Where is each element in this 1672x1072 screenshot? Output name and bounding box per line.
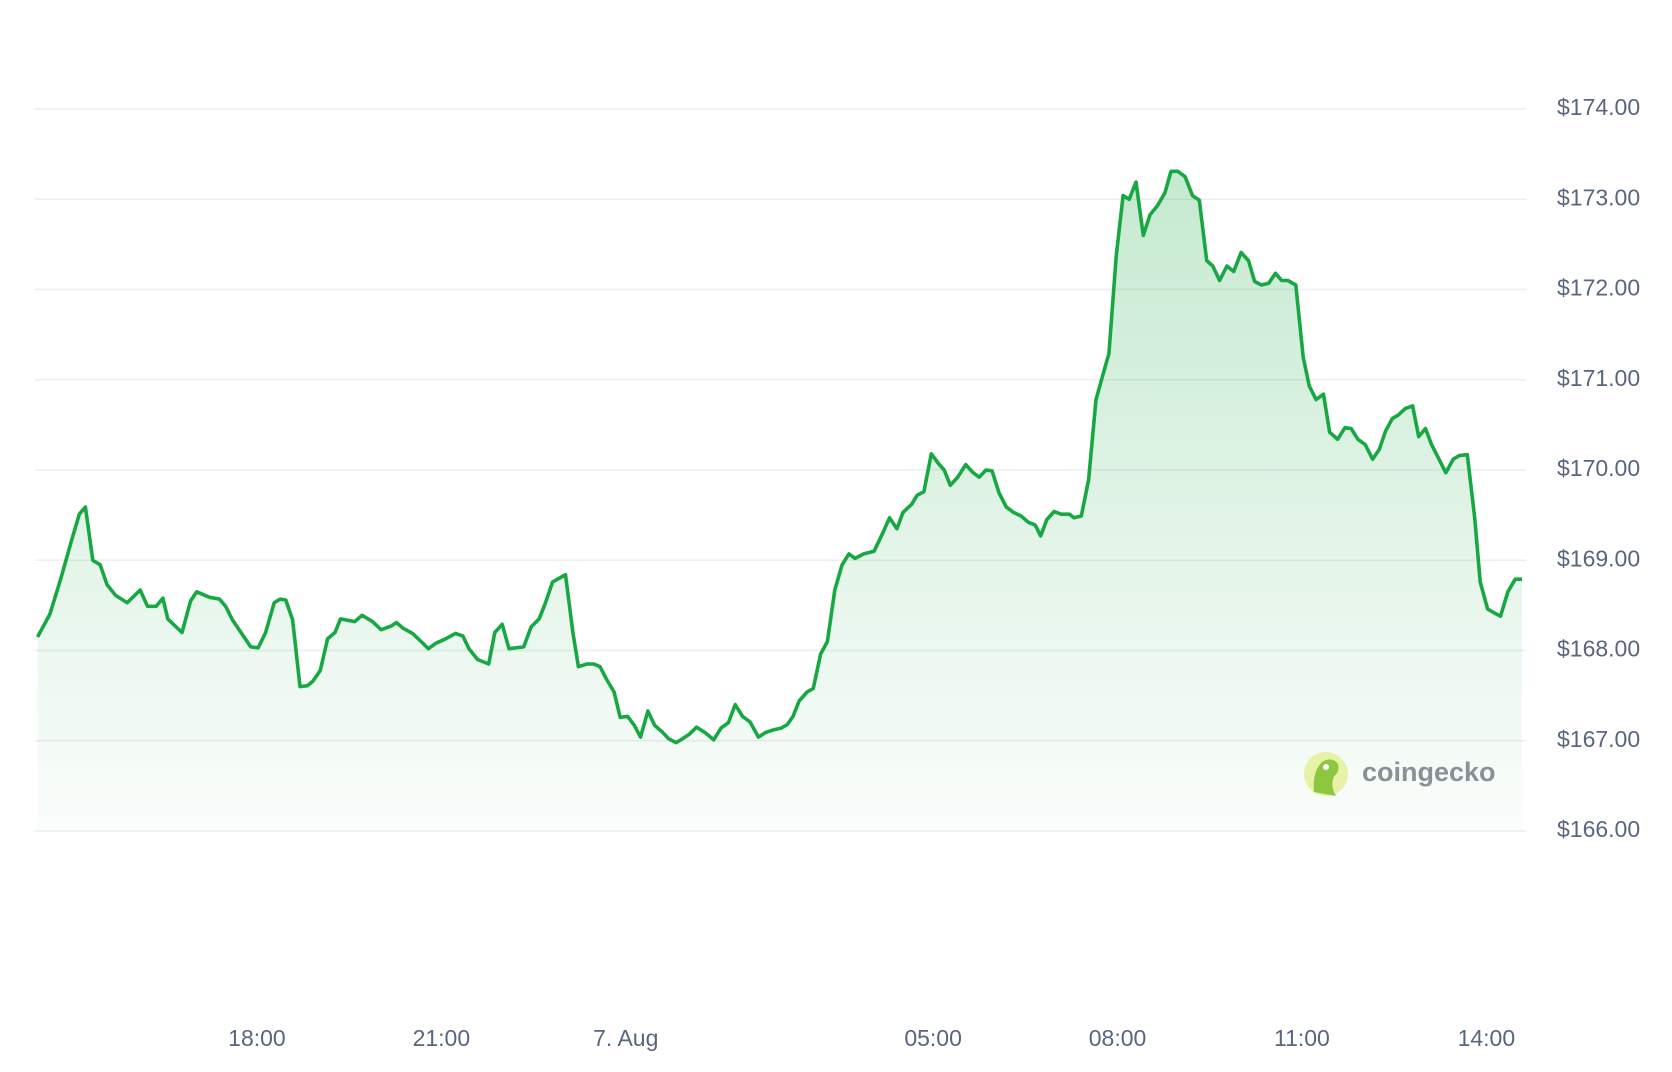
x-tick-label: 14:00 (1458, 1025, 1516, 1051)
area (37, 171, 1522, 832)
y-tick-label: $172.00 (1557, 275, 1640, 301)
x-tick-label: 21:00 (413, 1025, 471, 1051)
y-tick-label: $174.00 (1557, 94, 1640, 120)
x-tick-label: 18:00 (228, 1025, 286, 1051)
watermark-text: coingecko (1362, 757, 1496, 787)
y-tick-label: $166.00 (1557, 816, 1640, 842)
y-tick-label: $169.00 (1557, 545, 1640, 571)
price-line (35, 169, 1522, 745)
x-tick-label: 7. Aug (593, 1025, 658, 1051)
y-tick-label: $170.00 (1557, 455, 1640, 481)
logo-gecko (1313, 759, 1339, 796)
y-tick-label: $171.00 (1557, 365, 1640, 391)
x-tick-label: 08:00 (1089, 1025, 1147, 1051)
x-tick-label: 05:00 (904, 1025, 962, 1051)
logo-eye (1323, 764, 1329, 770)
x-tick-label: 11:00 (1274, 1025, 1330, 1051)
y-tick-label: $167.00 (1557, 726, 1640, 752)
y-tick-label: $168.00 (1557, 636, 1640, 662)
watermark: coingecko (1304, 752, 1496, 796)
y-tick-label: $173.00 (1557, 184, 1640, 210)
